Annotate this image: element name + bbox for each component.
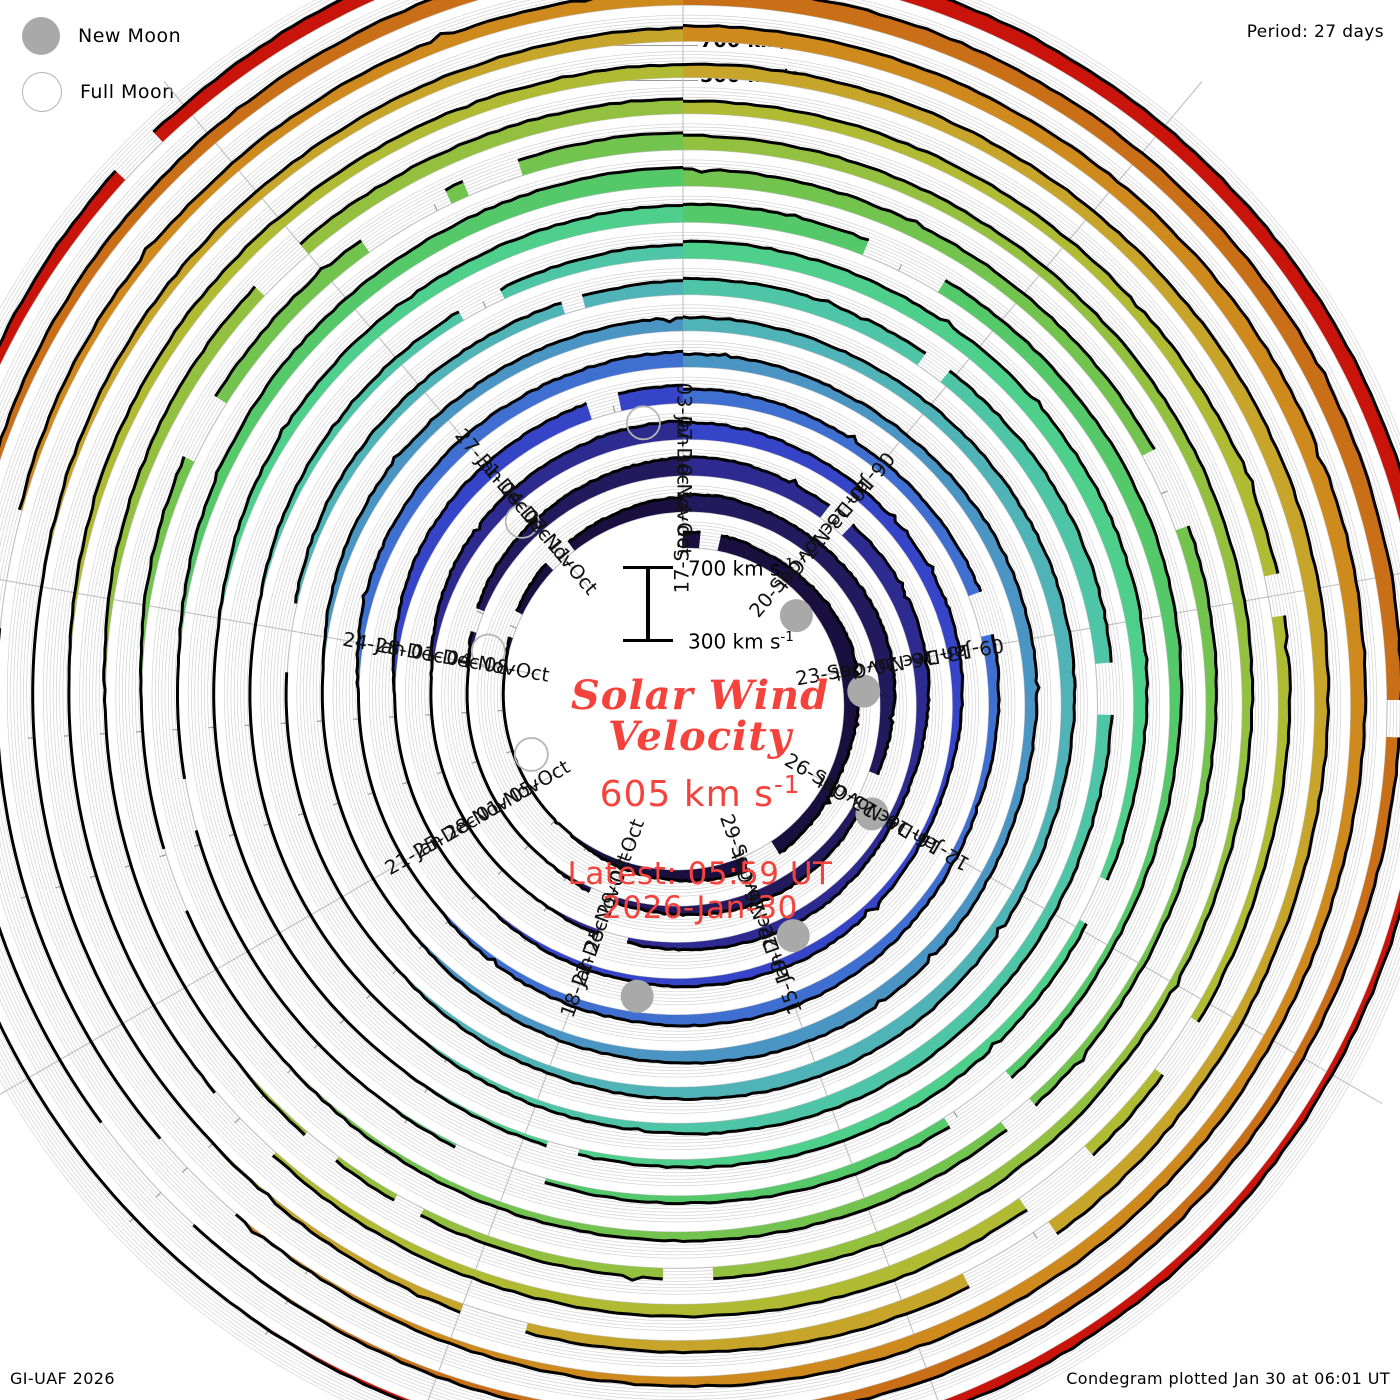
new-moon-marker	[779, 599, 813, 633]
date-label: 14-Oct	[673, 490, 696, 556]
scale-leader-700	[612, 45, 698, 46]
legend-item-full-moon: Full Moon	[22, 64, 181, 120]
new-moon-marker	[855, 797, 889, 831]
moon-markers	[470, 405, 889, 1013]
page-title: Solar Wind Velocity	[0, 672, 1400, 760]
full-moon-marker	[513, 737, 549, 772]
credit-label: GI-UAF 2026	[10, 1369, 115, 1388]
legend-item-new-moon: New Moon	[22, 8, 181, 64]
full-moon-marker	[504, 503, 540, 539]
period-label: Period: 27 days	[1246, 22, 1384, 42]
current-value-exp: -1	[773, 769, 801, 799]
title-line-2: Velocity	[608, 712, 792, 760]
scale-leader-500	[612, 80, 698, 81]
current-value-text: 605 km s	[599, 773, 774, 815]
scale-bar-label-upper: 700 km s-1	[688, 556, 794, 581]
latest-date: 2026-Jan-30	[602, 890, 798, 927]
scale-bar-lower-text: 300 km s	[688, 629, 781, 654]
date-label: 10-Nov	[673, 452, 696, 522]
date-label: 03-Jan	[673, 383, 696, 446]
velocity-scale-bar: 700 km s-1 300 km s-1	[520, 556, 880, 654]
moon-phase-legend: New Moon Full Moon	[22, 8, 181, 120]
scale-bar-upper-text: 700 km s	[688, 556, 781, 581]
title-line-1: Solar Wind	[570, 672, 830, 719]
new-moon-marker	[620, 979, 654, 1013]
legend-label-new-moon: New Moon	[78, 25, 182, 47]
legend-label-full-moon: Full Moon	[80, 81, 175, 103]
full-moon-icon	[22, 72, 62, 112]
scale-bar-stem	[646, 566, 650, 642]
latest-time: Latest: 05:59 UT	[567, 855, 833, 892]
new-moon-marker	[776, 919, 810, 953]
plotted-label: Condegram plotted Jan 30 at 06:01 UT	[1066, 1369, 1390, 1388]
new-moon-icon	[22, 17, 60, 55]
scale-bar-lower-exp: -1	[780, 629, 794, 645]
latest-timestamp: Latest: 05:59 UT 2026-Jan-30	[0, 855, 1400, 927]
date-label: 17-Sep	[671, 525, 694, 594]
center-annotation: 700 km s-1 300 km s-1 Solar Wind Velocit…	[0, 556, 1400, 926]
full-moon-marker	[625, 405, 661, 441]
scale-bar-label-lower: 300 km s-1	[688, 629, 794, 654]
current-value: 605 km s-1	[0, 770, 1400, 815]
date-label: 07-Dec	[673, 416, 696, 486]
new-moon-marker	[847, 674, 881, 708]
full-moon-marker	[470, 633, 506, 669]
scale-bar-upper-exp: -1	[780, 556, 794, 572]
